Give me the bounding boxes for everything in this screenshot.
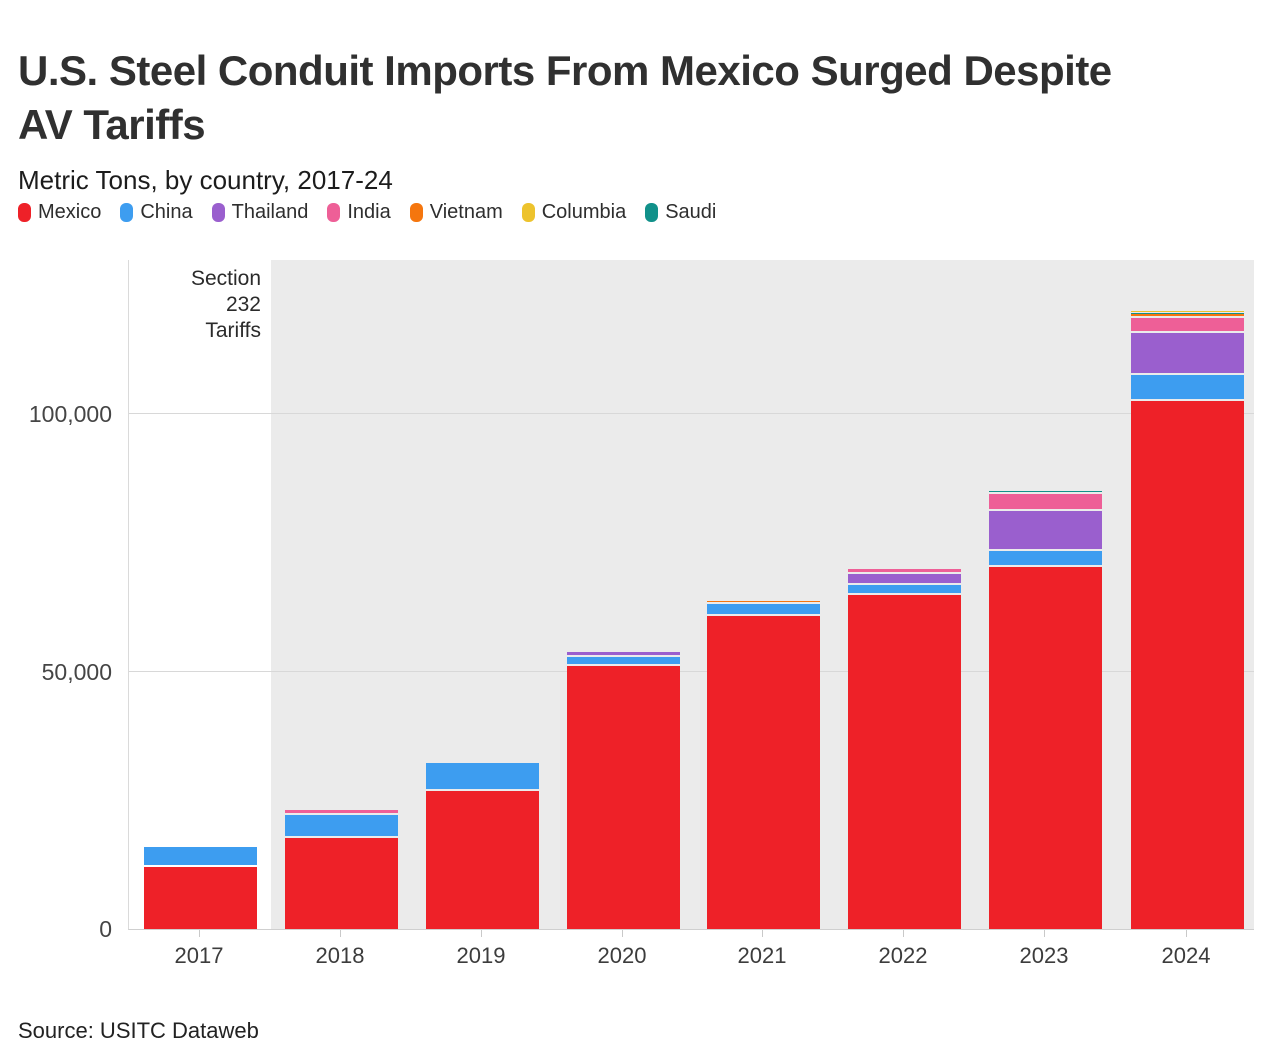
bar-segment-2024-columbia	[1130, 310, 1244, 313]
bar-segment-2023-thailand	[988, 510, 1102, 550]
y-label-50000: 50,000	[41, 658, 112, 685]
bar-segment-2017-mexico	[143, 867, 257, 929]
bar-segment-2023-saudi	[988, 490, 1102, 493]
chart-title-line-1: U.S. Steel Conduit Imports From Mexico S…	[18, 47, 1112, 95]
x-label-2018: 2018	[315, 943, 365, 968]
x-label-2024: 2024	[1161, 943, 1211, 968]
x-label-2021: 2021	[737, 943, 787, 968]
chart-title-line-2: AV Tariffs	[18, 101, 206, 149]
legend-item-china: China	[120, 200, 193, 224]
legend-label: Vietnam	[429, 200, 503, 223]
legend-label: Mexico	[38, 200, 102, 223]
legend-label: Columbia	[541, 200, 627, 223]
x-label-2023: 2023	[1019, 943, 1069, 968]
x-tick-2022	[903, 930, 904, 937]
y-label-100000: 100,000	[28, 401, 112, 428]
source-note: Source: USITC Dataweb	[18, 1018, 259, 1040]
bar-segment-2024-saudi	[1130, 312, 1244, 315]
bar-2022	[847, 260, 961, 929]
bar-segment-2018-mexico	[284, 838, 398, 929]
bar-2021	[706, 260, 820, 929]
bar-segment-2017-china	[143, 846, 257, 866]
bar-2018	[284, 260, 398, 929]
legend-label: Thailand	[231, 200, 309, 223]
gridline-100000	[129, 413, 1254, 415]
legend-item-vietnam: Vietnam	[409, 200, 503, 224]
bar-segment-2018-india	[284, 810, 398, 814]
x-tick-2021	[762, 930, 763, 937]
tariff-annotation-line: 232	[225, 293, 261, 316]
bar-2017	[143, 260, 257, 929]
x-label-2017: 2017	[174, 943, 224, 968]
plot-area: Section 232 Tariffs	[128, 260, 1254, 930]
tariff-annotation: Section 232 Tariffs	[129, 266, 261, 344]
legend-item-india: India	[327, 200, 391, 224]
gridline-50000	[129, 670, 1254, 672]
bar-segment-2024-thailand	[1130, 332, 1244, 374]
bar-segment-2022-china	[847, 584, 961, 594]
bar-2019	[425, 260, 539, 929]
x-tick-2024	[1186, 930, 1187, 937]
bar-segment-2021-china	[706, 604, 820, 614]
bar-segment-2024-vietnam	[1130, 314, 1244, 316]
bar-segment-2019-china	[425, 762, 539, 789]
legend-swatch-thailand	[211, 202, 225, 222]
y-label-0: 0	[99, 916, 112, 942]
bar-segment-2020-thailand	[566, 651, 680, 655]
bar-segment-2023-india	[988, 494, 1102, 509]
legend-swatch-saudi	[645, 202, 659, 222]
legend-item-mexico: Mexico	[18, 201, 101, 224]
bar-segment-2022-india	[847, 568, 961, 572]
x-tick-2018	[340, 930, 341, 937]
legend-item-columbia: Columbia	[521, 200, 627, 224]
tariff-annotation-line: Tariffs	[205, 319, 261, 342]
legend-swatch-mexico	[18, 202, 31, 222]
bar-segment-2021-vietnam	[706, 600, 820, 603]
bar-segment-2020-mexico	[566, 665, 680, 929]
x-label-2022: 2022	[878, 943, 928, 968]
legend-item-saudi: Saudi	[645, 201, 716, 224]
bar-segment-2024-india	[1130, 317, 1244, 331]
legend-swatch-vietnam	[409, 202, 423, 222]
legend-label: India	[347, 200, 391, 223]
bar-segment-2021-mexico	[706, 615, 820, 929]
legend: Mexico China Thailand India Vietnam Columbia S…	[18, 198, 716, 226]
bar-segment-2023-china	[988, 551, 1102, 566]
bar-segment-2024-china	[1130, 375, 1244, 400]
bar-2024	[1130, 260, 1244, 929]
bar-segment-2019-mexico	[425, 790, 539, 929]
x-tick-2023	[1044, 930, 1045, 937]
tariff-annotation-line: Section	[190, 267, 261, 290]
bar-segment-2018-china	[284, 815, 398, 837]
bar-segment-2023-mexico	[988, 567, 1102, 929]
bar-2020	[566, 260, 680, 929]
legend-swatch-india	[327, 202, 341, 222]
legend-label: Saudi	[665, 200, 717, 223]
chart-title: U.S. Steel Conduit Imports From Mexico S…	[18, 44, 1262, 152]
x-tick-2020	[622, 930, 623, 937]
x-tick-2017	[199, 930, 200, 937]
chart-subtitle: Metric Tons, by country, 2017-24	[18, 165, 393, 195]
bar-segment-2022-mexico	[847, 595, 961, 929]
legend-swatch-china	[120, 202, 134, 222]
x-tick-2019	[481, 930, 482, 937]
legend-label: China	[140, 200, 193, 223]
legend-swatch-columbia	[521, 202, 535, 222]
bar-2023	[988, 260, 1102, 929]
bar-segment-2024-mexico	[1130, 401, 1244, 929]
bar-segment-2022-thailand	[847, 573, 961, 583]
x-label-2019: 2019	[456, 943, 506, 968]
bar-segment-2020-china	[566, 656, 680, 664]
x-label-2020: 2020	[597, 943, 647, 968]
legend-item-thailand: Thailand	[211, 200, 309, 224]
